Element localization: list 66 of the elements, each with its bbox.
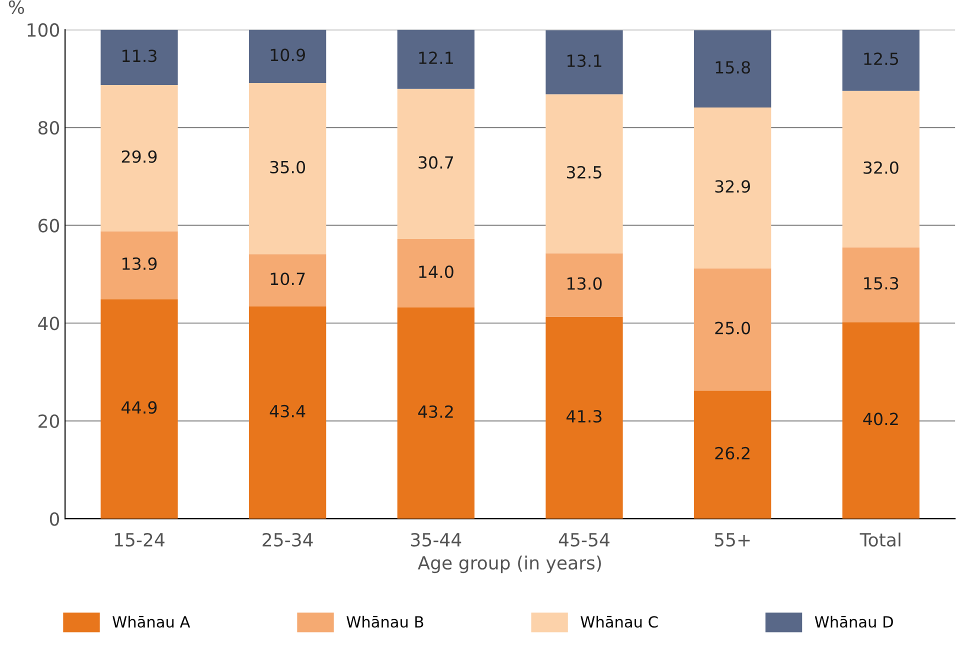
- data-label: 41.3: [566, 410, 602, 423]
- data-label: 12.1: [419, 52, 453, 64]
- bar: [100, 231, 178, 300]
- data-label: 35.0: [270, 160, 306, 174]
- bar: [546, 253, 623, 317]
- bar: [249, 30, 326, 84]
- bar: [397, 30, 474, 89]
- data-label: 15.8: [716, 61, 750, 74]
- data-label: 32.9: [715, 180, 750, 193]
- data-label: 13.1: [568, 54, 602, 68]
- bar: [397, 307, 474, 519]
- bar: [100, 299, 178, 519]
- legend-label: Whānau A: [112, 616, 190, 628]
- bar: [546, 94, 623, 254]
- bar: [694, 107, 772, 268]
- y-tick-label: 80: [38, 120, 60, 135]
- data-label: 32.0: [864, 161, 898, 174]
- data-label: 43.4: [270, 404, 306, 418]
- legend-label: Whānau D: [814, 616, 893, 628]
- data-label: 12.5: [864, 52, 898, 66]
- y-tick-label: 40: [38, 316, 60, 330]
- x-tick-label: 55+: [714, 533, 750, 547]
- data-label: 10.9: [270, 48, 305, 62]
- x-tick-label: 35-44: [411, 532, 462, 547]
- bar: [546, 30, 623, 94]
- legend-label: Whānau B: [346, 616, 424, 628]
- data-label: 43.2: [418, 405, 453, 418]
- bar: [694, 390, 772, 519]
- data-label: 29.9: [122, 150, 157, 163]
- bar: [397, 88, 474, 240]
- data-label: 13.0: [568, 277, 602, 290]
- bar: [842, 90, 920, 248]
- y-tick-label: 100: [28, 23, 60, 37]
- data-label: 11.3: [122, 50, 156, 62]
- data-label: 40.2: [863, 412, 898, 426]
- y-tick-label: 0: [50, 512, 60, 526]
- bar: [100, 30, 178, 85]
- bar: [397, 239, 474, 308]
- x-tick-label: 25-34: [262, 532, 313, 547]
- data-label: 32.5: [566, 166, 602, 179]
- data-label: 30.7: [418, 156, 454, 169]
- bar: [842, 30, 920, 91]
- data-label: 13.9: [122, 257, 157, 270]
- bar: [546, 316, 623, 519]
- data-label: 26.2: [715, 446, 750, 460]
- data-label: 15.3: [864, 276, 898, 290]
- legend-label: Whānau C: [580, 616, 658, 628]
- bar: [249, 306, 326, 519]
- y-axis-title: %: [8, 0, 24, 14]
- bar: [842, 247, 920, 322]
- data-label: 10.7: [270, 272, 305, 286]
- x-tick-label: Total: [860, 532, 900, 547]
- x-axis-title: Age group (in years): [418, 556, 601, 574]
- y-tick-label: 20: [38, 414, 60, 428]
- bar: [694, 30, 772, 108]
- bar: [249, 254, 326, 306]
- y-tick-label: 60: [38, 218, 60, 232]
- x-tick-label: 45-54: [558, 533, 610, 547]
- data-label: 25.0: [715, 322, 750, 334]
- bar: [100, 84, 178, 232]
- data-label: 44.9: [122, 401, 157, 414]
- x-tick-label: 15-24: [114, 532, 164, 547]
- bar: [694, 268, 772, 391]
- bar: [249, 83, 326, 254]
- data-label: 14.0: [419, 265, 454, 278]
- bar: [842, 322, 920, 519]
